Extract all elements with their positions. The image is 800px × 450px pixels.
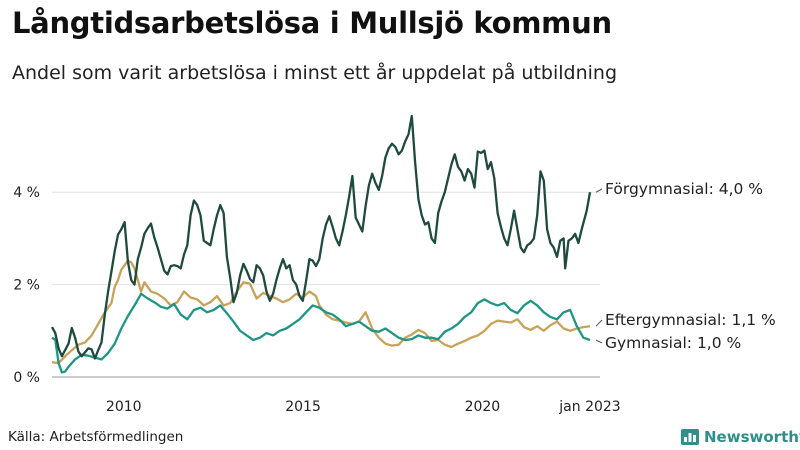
- end-label-leader: [595, 339, 603, 344]
- bar-chart-icon: [681, 429, 699, 445]
- y-tick-label: 2 %: [13, 278, 40, 294]
- series-end-label: Eftergymnasial: 1,1 %: [605, 311, 776, 329]
- chart-title: Långtidsarbetslösa i Mullsjö kommun: [12, 6, 612, 40]
- y-tick-label: 0 %: [13, 370, 40, 386]
- x-tick-label: jan 2023: [558, 399, 620, 415]
- chart-subtitle: Andel som varit arbetslösa i minst ett å…: [12, 62, 618, 84]
- end-label-leader: [595, 188, 603, 193]
- source-note: Källa: Arbetsförmedlingen: [8, 429, 184, 445]
- series-end-label: Gymnasial: 1,0 %: [605, 334, 741, 352]
- series-line-eftergymnasial: [51, 259, 591, 365]
- x-tick-label: 2010: [106, 399, 142, 415]
- series-line-förgymnasial: [50, 114, 592, 360]
- x-tick-label: 2020: [465, 399, 501, 415]
- newsworthy-logo: Newsworthy: [681, 428, 800, 446]
- x-tick-label: 2015: [285, 399, 321, 415]
- series-line-gymnasial: [51, 292, 591, 374]
- y-tick-label: 4 %: [13, 185, 40, 201]
- series-end-label: Förgymnasial: 4,0 %: [605, 180, 763, 198]
- brand-name: Newsworthy: [704, 428, 800, 446]
- end-label-leader: [595, 319, 603, 327]
